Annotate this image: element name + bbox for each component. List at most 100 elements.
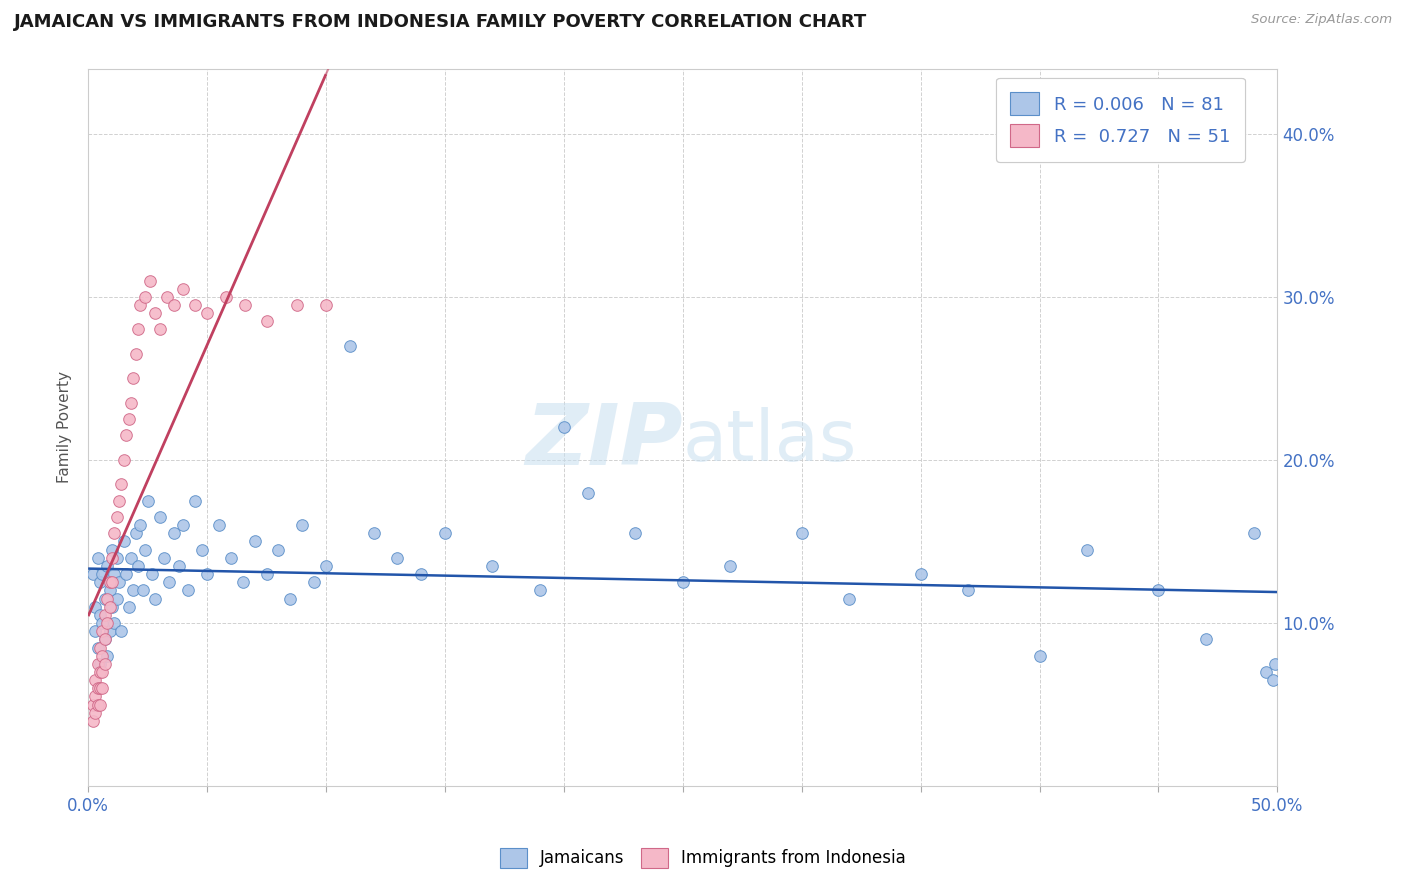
Point bbox=[94, 657, 117, 671]
Point bbox=[624, 526, 647, 541]
Legend: R = 0.006   N = 81, R =  0.727   N = 51: R = 0.006 N = 81, R = 0.727 N = 51 bbox=[995, 78, 1244, 161]
Point bbox=[122, 583, 145, 598]
Point bbox=[529, 583, 551, 598]
Point bbox=[115, 567, 138, 582]
Point bbox=[129, 298, 152, 312]
Point bbox=[136, 493, 159, 508]
Point bbox=[790, 526, 813, 541]
Text: atlas: atlas bbox=[683, 407, 858, 476]
Point bbox=[94, 632, 117, 647]
Point bbox=[110, 624, 132, 639]
Point bbox=[82, 714, 104, 728]
Point bbox=[1076, 542, 1098, 557]
Point bbox=[86, 550, 108, 565]
Point bbox=[148, 510, 170, 524]
Text: JAMAICAN VS IMMIGRANTS FROM INDONESIA FAMILY POVERTY CORRELATION CHART: JAMAICAN VS IMMIGRANTS FROM INDONESIA FA… bbox=[14, 13, 868, 31]
Point bbox=[148, 322, 170, 336]
Point bbox=[98, 583, 121, 598]
Point bbox=[91, 624, 114, 639]
Point bbox=[576, 485, 599, 500]
Point bbox=[125, 347, 148, 361]
Point bbox=[433, 526, 456, 541]
Point bbox=[267, 542, 290, 557]
Point bbox=[98, 575, 121, 590]
Point bbox=[1147, 583, 1170, 598]
Point bbox=[101, 550, 124, 565]
Point bbox=[84, 599, 107, 614]
Point bbox=[125, 526, 148, 541]
Point bbox=[411, 567, 433, 582]
Point bbox=[143, 306, 166, 320]
Point bbox=[387, 550, 409, 565]
Point bbox=[96, 591, 118, 606]
Point bbox=[291, 518, 314, 533]
Point bbox=[89, 640, 111, 655]
Point bbox=[143, 591, 166, 606]
Point bbox=[278, 591, 301, 606]
Point bbox=[184, 493, 207, 508]
Point bbox=[120, 396, 142, 410]
Point bbox=[838, 591, 860, 606]
Point bbox=[89, 698, 111, 712]
Point bbox=[256, 314, 278, 328]
Point bbox=[215, 290, 238, 304]
Point bbox=[120, 550, 142, 565]
Point bbox=[910, 567, 932, 582]
Point bbox=[89, 681, 111, 696]
Point bbox=[112, 534, 135, 549]
Point bbox=[184, 298, 207, 312]
Point bbox=[89, 607, 111, 622]
Point bbox=[127, 322, 149, 336]
Point bbox=[89, 575, 111, 590]
Point bbox=[1254, 665, 1277, 679]
Point bbox=[134, 542, 156, 557]
Point bbox=[1264, 657, 1286, 671]
Point bbox=[195, 306, 218, 320]
Text: ZIP: ZIP bbox=[526, 401, 683, 483]
Point bbox=[122, 371, 145, 385]
Point bbox=[243, 534, 266, 549]
Point bbox=[86, 640, 108, 655]
Point bbox=[256, 567, 278, 582]
Point bbox=[163, 298, 186, 312]
Point bbox=[302, 575, 325, 590]
Legend: Jamaicans, Immigrants from Indonesia: Jamaicans, Immigrants from Indonesia bbox=[494, 841, 912, 875]
Point bbox=[91, 615, 114, 630]
Point bbox=[363, 526, 385, 541]
Point bbox=[1195, 632, 1218, 647]
Point bbox=[89, 665, 111, 679]
Point bbox=[91, 567, 114, 582]
Point bbox=[339, 339, 361, 353]
Point bbox=[82, 698, 104, 712]
Point bbox=[233, 298, 256, 312]
Point bbox=[84, 706, 107, 720]
Point bbox=[315, 558, 337, 573]
Point bbox=[139, 274, 162, 288]
Point bbox=[129, 518, 152, 533]
Point bbox=[232, 575, 254, 590]
Point bbox=[91, 681, 114, 696]
Point bbox=[91, 665, 114, 679]
Point bbox=[108, 575, 131, 590]
Text: Source: ZipAtlas.com: Source: ZipAtlas.com bbox=[1251, 13, 1392, 27]
Point bbox=[1243, 526, 1265, 541]
Point bbox=[84, 690, 107, 704]
Point bbox=[172, 282, 194, 296]
Point bbox=[167, 558, 190, 573]
Point bbox=[91, 648, 114, 663]
Point bbox=[553, 420, 575, 434]
Point bbox=[153, 550, 176, 565]
Point bbox=[101, 575, 124, 590]
Point bbox=[134, 290, 156, 304]
Point bbox=[108, 493, 131, 508]
Point bbox=[98, 599, 121, 614]
Point bbox=[208, 518, 231, 533]
Point bbox=[127, 558, 149, 573]
Point bbox=[103, 567, 125, 582]
Point bbox=[191, 542, 214, 557]
Point bbox=[141, 567, 163, 582]
Point bbox=[96, 648, 118, 663]
Point bbox=[98, 624, 121, 639]
Point bbox=[115, 428, 138, 442]
Point bbox=[287, 298, 309, 312]
